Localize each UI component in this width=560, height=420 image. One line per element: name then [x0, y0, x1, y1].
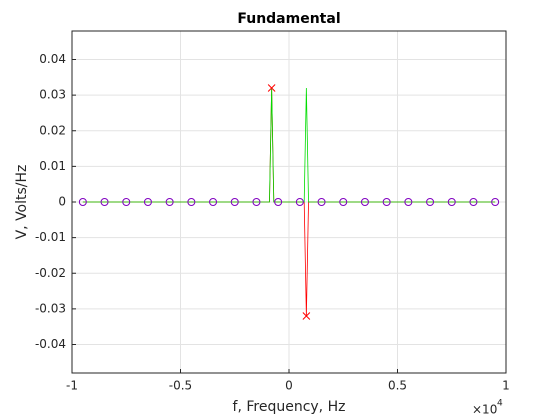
marker [165, 198, 174, 206]
marker [267, 84, 276, 92]
y-tick-label: -0.02 [35, 266, 66, 280]
marker [339, 198, 348, 206]
marker [187, 198, 196, 206]
chart-title: Fundamental [237, 11, 340, 27]
marker [469, 198, 478, 206]
marker [295, 198, 304, 206]
y-tick-label: -0.01 [35, 230, 66, 244]
y-tick-label: 0.02 [39, 123, 66, 137]
marker [100, 198, 109, 206]
y-tick-label: 0 [58, 195, 66, 209]
x-tick-label: -0.5 [169, 379, 192, 393]
marker [404, 198, 413, 206]
marker [491, 198, 500, 206]
x-axis-label: f, Frequency, Hz [233, 399, 346, 415]
marker [252, 198, 261, 206]
marker [360, 198, 369, 206]
marker [209, 198, 218, 206]
x-multiplier-power: 4 [497, 399, 503, 409]
y-tick-label: -0.04 [35, 337, 66, 351]
y-tick-label: 0.01 [39, 159, 66, 173]
marker [447, 198, 456, 206]
x-tick-label: 1 [502, 379, 510, 393]
x-tick-label: 0 [285, 379, 293, 393]
axes-box [71, 30, 507, 374]
marker [317, 198, 326, 206]
marker [143, 198, 152, 206]
marker [78, 198, 87, 206]
marker [426, 198, 435, 206]
x-tick-label: 0.5 [388, 379, 407, 393]
marker [302, 312, 311, 320]
marker [274, 198, 283, 206]
y-tick-label: 0.04 [39, 52, 66, 66]
series-line [82, 87, 496, 203]
y-tick-label: -0.03 [35, 301, 66, 315]
x-multiplier: ×10 [472, 403, 497, 417]
y-axis-label: V, Volts/Hz [14, 165, 30, 240]
marker [230, 198, 239, 206]
y-tick-label: 0.03 [39, 88, 66, 102]
marker [122, 198, 131, 206]
x-tick-label: -1 [66, 379, 78, 393]
marker [382, 198, 391, 206]
